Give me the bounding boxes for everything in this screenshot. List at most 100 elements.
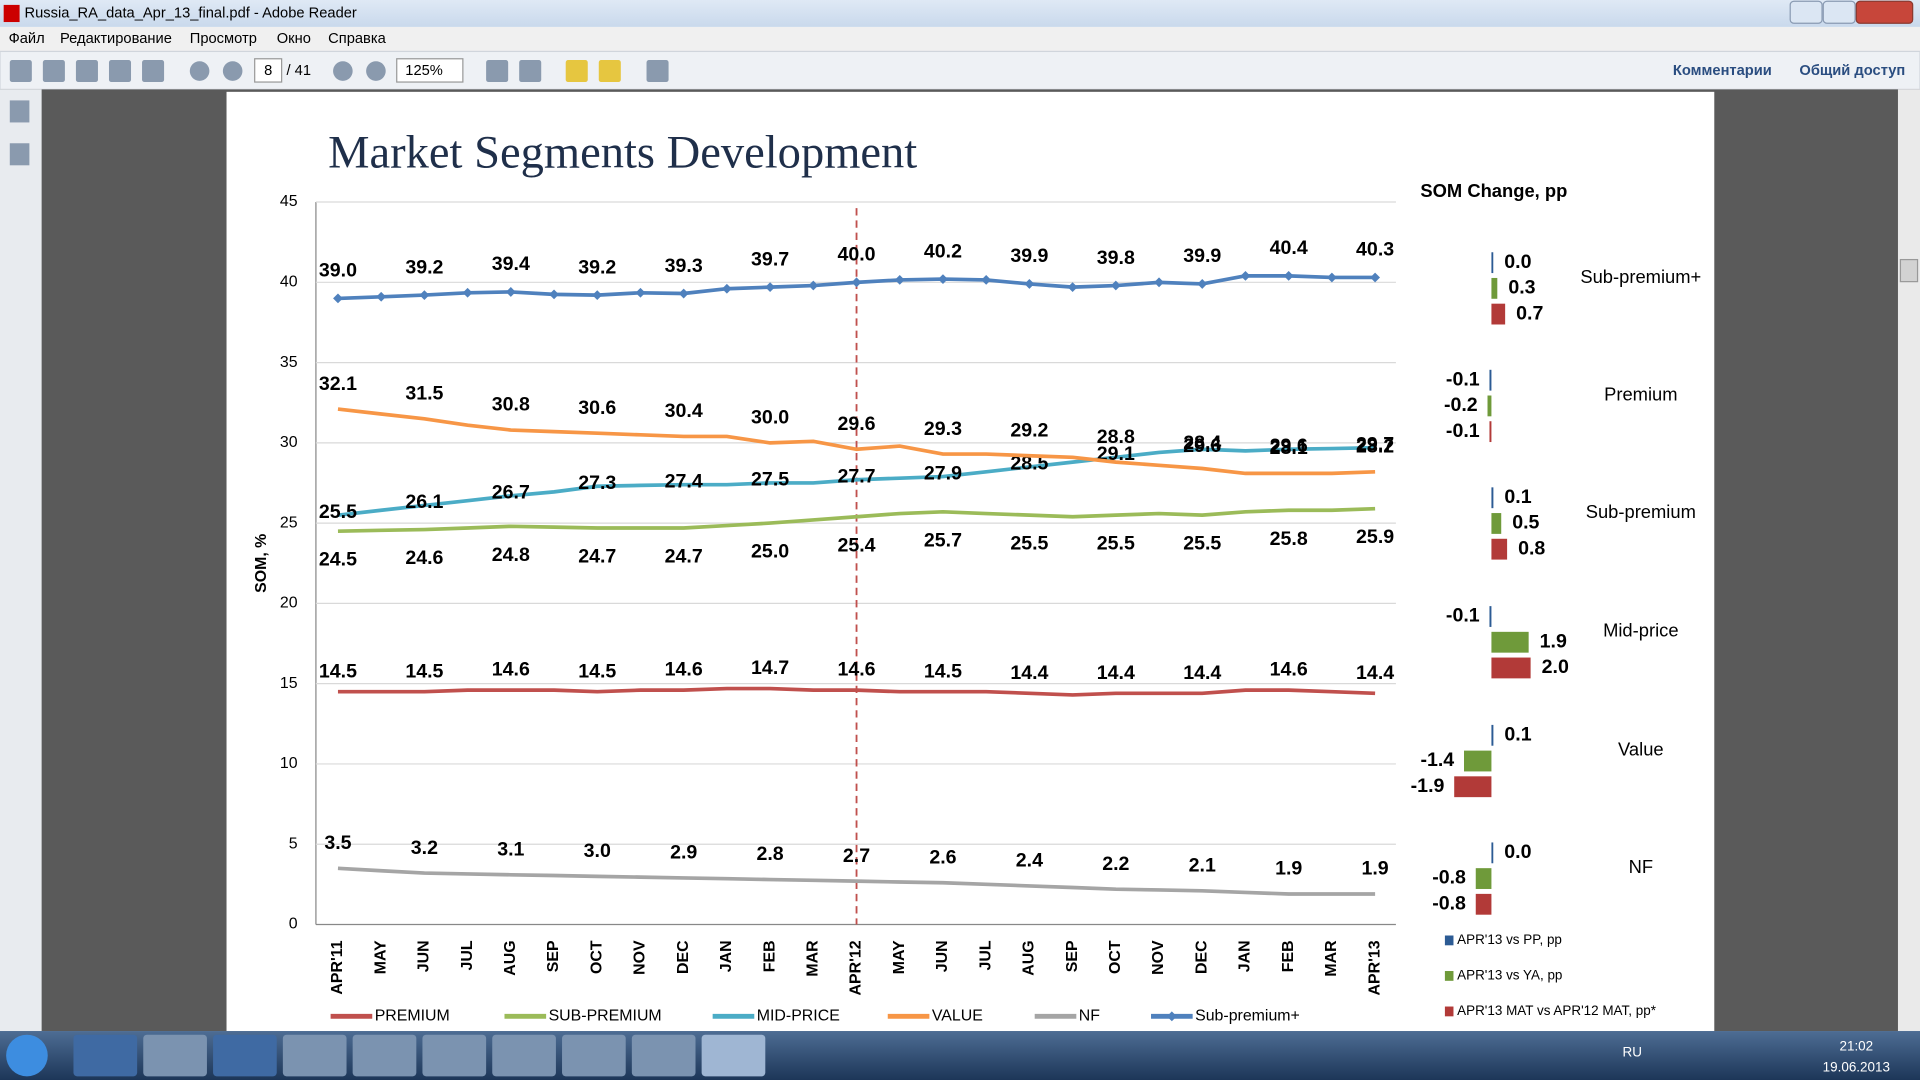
attachments-icon[interactable] bbox=[9, 143, 30, 166]
scrollbar[interactable] bbox=[1897, 89, 1920, 1032]
pages-icon[interactable] bbox=[9, 100, 30, 123]
menu-item[interactable]: Окно bbox=[277, 31, 311, 47]
clock-date[interactable]: 19.06.2013 bbox=[1823, 1059, 1890, 1074]
app-explorer[interactable] bbox=[143, 1034, 207, 1077]
y-axis-label: SOM, % bbox=[253, 534, 270, 593]
change-bar bbox=[1491, 487, 1494, 509]
scroll-thumb[interactable] bbox=[1899, 258, 1919, 283]
data-label: 27.7 bbox=[837, 466, 875, 488]
legend-label: Sub-premium+ bbox=[1195, 1008, 1300, 1025]
data-label: 28.2 bbox=[1356, 435, 1394, 457]
change-bar bbox=[1491, 631, 1529, 653]
data-label: 14.4 bbox=[1356, 662, 1394, 684]
close-button[interactable] bbox=[1855, 0, 1914, 24]
menu-item[interactable]: Просмотр bbox=[190, 31, 257, 47]
data-label: 28.4 bbox=[1183, 432, 1221, 454]
data-label: 31.5 bbox=[405, 382, 443, 404]
fit-page[interactable] bbox=[519, 60, 542, 83]
page-count: / 41 bbox=[287, 63, 312, 79]
legend-swatch bbox=[1444, 1006, 1454, 1017]
comments-button[interactable]: Комментарии bbox=[1673, 63, 1772, 79]
data-label: 28.1 bbox=[1270, 437, 1308, 459]
x-tick-label: NOV bbox=[632, 940, 649, 975]
data-label: 0.3 bbox=[1508, 277, 1535, 299]
point-marker bbox=[894, 275, 905, 285]
legend-label: APR'13 vs YA, pp bbox=[1457, 967, 1562, 982]
app-icon bbox=[3, 4, 20, 23]
change-bar bbox=[1464, 750, 1492, 772]
open-icon[interactable] bbox=[42, 60, 65, 83]
data-label: 39.2 bbox=[405, 256, 443, 278]
app-excel[interactable] bbox=[631, 1034, 696, 1077]
zoom-in[interactable] bbox=[366, 61, 386, 81]
next-page[interactable] bbox=[222, 61, 243, 81]
data-label: 2.9 bbox=[670, 842, 697, 864]
page-input[interactable] bbox=[254, 58, 283, 83]
data-label: 25.5 bbox=[1097, 533, 1135, 555]
app-chrome[interactable] bbox=[352, 1034, 417, 1077]
fit-width[interactable] bbox=[486, 60, 509, 83]
data-label: -0.1 bbox=[1446, 368, 1480, 390]
highlight-icon[interactable] bbox=[598, 60, 621, 83]
data-label: 24.6 bbox=[405, 547, 443, 569]
print-icon[interactable] bbox=[108, 60, 132, 83]
app-word[interactable] bbox=[492, 1034, 556, 1077]
zoom-out[interactable] bbox=[333, 61, 353, 81]
mail-icon[interactable] bbox=[142, 60, 165, 83]
y-tick-label: 20 bbox=[280, 595, 298, 612]
pdf-page bbox=[226, 91, 1715, 1032]
app-reader[interactable] bbox=[701, 1034, 766, 1077]
app-steam[interactable] bbox=[562, 1034, 626, 1077]
language[interactable]: RU bbox=[1623, 1045, 1642, 1060]
prev-page[interactable] bbox=[189, 61, 210, 81]
point-marker bbox=[462, 287, 473, 298]
y-tick-label: 40 bbox=[280, 274, 298, 291]
start-button[interactable] bbox=[6, 1034, 48, 1077]
data-label: 40.2 bbox=[924, 240, 962, 262]
data-label: 27.3 bbox=[578, 472, 616, 494]
app-media[interactable] bbox=[213, 1034, 277, 1077]
category-label: Mid-price bbox=[1603, 620, 1679, 641]
change-bar bbox=[1491, 513, 1502, 534]
maximize-button[interactable] bbox=[1822, 0, 1856, 24]
fullscreen-icon[interactable] bbox=[646, 60, 669, 83]
data-label: 39.2 bbox=[578, 256, 616, 278]
data-label: 3.2 bbox=[411, 837, 438, 859]
app-skype[interactable] bbox=[422, 1034, 487, 1077]
zoom-input[interactable] bbox=[396, 58, 464, 83]
x-tick-label: MAR bbox=[1323, 940, 1340, 977]
share-button[interactable]: Общий доступ bbox=[1799, 63, 1905, 79]
save-icon[interactable] bbox=[75, 60, 98, 83]
data-label: 39.3 bbox=[665, 255, 703, 277]
y-tick-label: 45 bbox=[280, 193, 298, 210]
menu-item[interactable]: Файл bbox=[9, 31, 45, 47]
menu-item[interactable]: Редактирование bbox=[60, 31, 172, 47]
menu-item[interactable]: Справка bbox=[328, 31, 386, 47]
y-tick-label: 0 bbox=[289, 916, 298, 933]
data-label: 0.8 bbox=[1518, 537, 1545, 559]
data-label: 30.6 bbox=[578, 397, 616, 419]
data-label: 29.6 bbox=[837, 413, 875, 435]
data-label: 0.0 bbox=[1504, 841, 1531, 863]
data-label: 2.0 bbox=[1542, 656, 1569, 678]
y-tick-label: 35 bbox=[280, 354, 298, 371]
app-ie[interactable] bbox=[73, 1034, 138, 1077]
data-label: 25.5 bbox=[1010, 533, 1048, 555]
legend-label: PREMIUM bbox=[375, 1008, 450, 1025]
x-tick-label: MAY bbox=[891, 940, 908, 974]
data-label: 2.8 bbox=[756, 843, 783, 865]
app-powerpoint[interactable] bbox=[282, 1034, 347, 1077]
x-tick-label: MAY bbox=[372, 940, 389, 974]
data-label: -1.9 bbox=[1411, 775, 1445, 797]
x-tick-label: APR'11 bbox=[329, 940, 346, 994]
comment-icon[interactable] bbox=[565, 60, 588, 83]
clock-time[interactable]: 21:02 bbox=[1839, 1039, 1873, 1054]
point-marker bbox=[635, 287, 646, 298]
legend-label: NF bbox=[1079, 1008, 1100, 1025]
category-label: Value bbox=[1618, 738, 1664, 759]
data-label: -0.8 bbox=[1432, 892, 1466, 914]
create-icon[interactable] bbox=[9, 60, 32, 83]
data-label: 1.9 bbox=[1540, 630, 1567, 652]
minimize-button[interactable] bbox=[1789, 0, 1823, 24]
left-sidebar bbox=[0, 89, 42, 1032]
